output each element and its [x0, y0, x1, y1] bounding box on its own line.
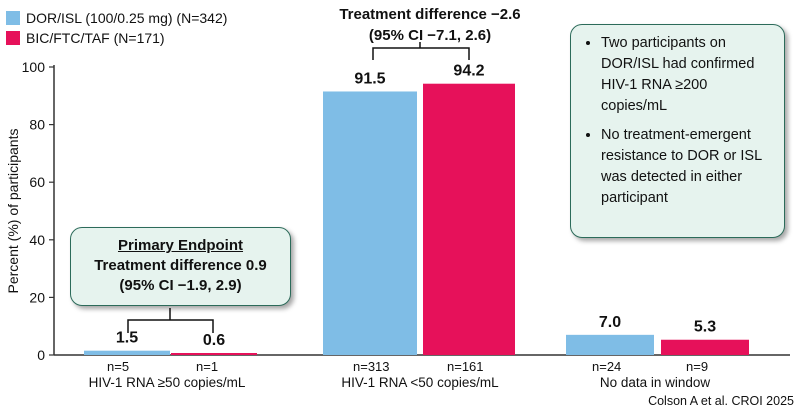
bar-value-label: 91.5	[354, 70, 385, 87]
legend-label-bic-ftc-taf: BIC/FTC/TAF (N=171)	[26, 30, 165, 46]
x-category-label: HIV-1 RNA ≥50 copies/mL	[89, 375, 246, 390]
bar-value-label: 94.2	[453, 63, 484, 80]
bar-value-label: 0.6	[203, 332, 225, 349]
primary-endpoint-line2: (95% CI −1.9, 2.9)	[119, 277, 242, 294]
legend: DOR/ISL (100/0.25 mg) (N=342) BIC/FTC/TA…	[6, 8, 227, 48]
bar	[84, 350, 170, 355]
y-tick-label: 80	[29, 117, 45, 133]
comparison-bracket-mid	[372, 47, 470, 60]
primary-endpoint-title: Primary Endpoint	[117, 237, 244, 254]
comparison-bracket-left	[127, 319, 214, 333]
y-axis-title: Percent (%) of participants	[5, 129, 21, 294]
bar-count-label: n=24	[592, 359, 621, 374]
bar-count-label: n=5	[107, 359, 129, 374]
bar-count-label: n=1	[196, 359, 218, 374]
citation: Colson A et al. CROI 2025	[648, 394, 794, 408]
treatment-difference-mid-line2: (95% CI −7.1, 2.6)	[368, 27, 492, 44]
x-category-label: No data in window	[600, 375, 711, 390]
bar	[661, 339, 749, 355]
legend-swatch-dor-isl	[6, 11, 20, 25]
legend-item-dor-isl: DOR/ISL (100/0.25 mg) (N=342)	[6, 8, 227, 28]
bar-count-label: n=161	[447, 359, 484, 374]
bar	[323, 91, 417, 355]
bar	[171, 353, 257, 355]
legend-label-dor-isl: DOR/ISL (100/0.25 mg) (N=342)	[26, 10, 228, 26]
bar-value-label: 1.5	[116, 330, 138, 347]
notes-list: Two participants on DOR/ISL had confirme…	[585, 33, 774, 209]
primary-endpoint-line1: Treatment difference 0.9	[94, 257, 267, 274]
bar	[423, 83, 515, 355]
primary-endpoint-callout: Primary Endpoint Treatment difference 0.…	[70, 227, 291, 306]
bar-value-label: 5.3	[694, 319, 716, 336]
notes-callout: Two participants on DOR/ISL had confirme…	[570, 24, 785, 238]
treatment-difference-mid-line1: Treatment difference −2.6	[339, 6, 521, 23]
y-tick-label: 20	[29, 289, 45, 305]
bar-count-label: n=313	[353, 359, 390, 374]
bar-value-label: 7.0	[599, 314, 621, 331]
y-tick-label: 100	[22, 59, 46, 75]
note-item: Two participants on DOR/ISL had confirme…	[601, 33, 774, 117]
note-item: No treatment-emergent resistance to DOR …	[601, 125, 774, 209]
treatment-difference-mid: Treatment difference −2.6 (95% CI −7.1, …	[318, 4, 542, 46]
bar-count-label: n=9	[686, 359, 708, 374]
legend-swatch-bic-ftc-taf	[6, 31, 20, 45]
bar	[566, 334, 654, 355]
y-tick-label: 60	[29, 174, 45, 190]
legend-item-bic-ftc-taf: BIC/FTC/TAF (N=171)	[6, 28, 227, 48]
x-category-label: HIV-1 RNA <50 copies/mL	[341, 375, 499, 390]
y-tick-label: 40	[29, 232, 45, 248]
y-tick-label: 0	[37, 347, 45, 363]
